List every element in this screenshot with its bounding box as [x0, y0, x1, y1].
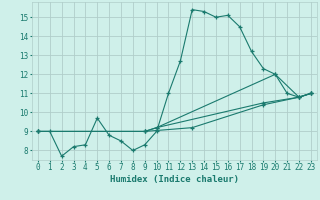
X-axis label: Humidex (Indice chaleur): Humidex (Indice chaleur)	[110, 175, 239, 184]
